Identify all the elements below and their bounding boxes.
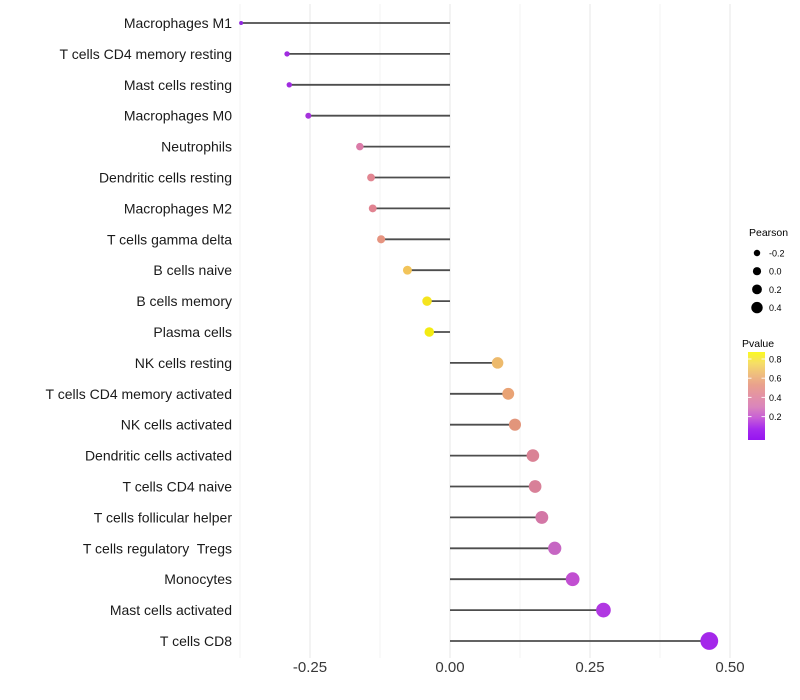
legend-size-label: 0.0	[769, 267, 782, 277]
y-axis-label: Mast cells activated	[110, 602, 232, 618]
y-axis-label: Macrophages M2	[124, 200, 232, 216]
legend-pvalue-items: 0.8 0.6 0.4 0.2	[748, 355, 782, 422]
lollipop-dot	[596, 602, 611, 618]
x-axis-tick-label: -0.25	[293, 659, 327, 676]
legend-pearson-items: -0.2 0.0 0.2 0.4	[751, 249, 785, 314]
lollipop-dot	[528, 480, 542, 493]
lollipop-dot	[356, 142, 364, 151]
legend-size-label: 0.2	[769, 285, 782, 295]
lollipop-dot	[491, 357, 504, 369]
lollipop-rows	[239, 21, 719, 650]
legend-size-label: -0.2	[769, 249, 785, 259]
lollipop-dot	[305, 112, 312, 119]
lollipop-dot	[239, 21, 244, 25]
legend-pvalue-label: 0.4	[769, 393, 782, 403]
legend-size-dot	[752, 284, 762, 295]
x-axis-tick-label: 0.50	[715, 659, 744, 676]
lollipop-dot	[508, 418, 521, 431]
y-axis-label: T cells CD8	[160, 633, 232, 649]
legend-pvalue-label: 0.6	[769, 374, 782, 384]
legend-pvalue-label: 0.2	[769, 412, 782, 422]
y-axis-label: T cells CD4 memory activated	[46, 386, 232, 402]
x-axis-labels: -0.25 0.00 0.25 0.50	[293, 659, 745, 676]
legend-pearson-size: Pearson -0.2 0.0 0.2 0.4	[749, 227, 788, 314]
y-axis-label: Monocytes	[164, 571, 232, 587]
lollipop-dot	[535, 510, 549, 524]
legend-size-dot	[753, 249, 761, 257]
lollipop-dot	[286, 82, 292, 88]
y-axis-label: Macrophages M0	[124, 108, 232, 124]
legend-pvalue-colorbar: Pvalue 0.8 0.6 0.4 0.2	[742, 338, 782, 440]
y-axis-label: T cells follicular helper	[94, 509, 233, 525]
y-axis-label: NK cells resting	[135, 355, 232, 371]
y-axis-label: Dendritic cells resting	[99, 170, 232, 186]
y-axis-label: Dendritic cells activated	[85, 448, 232, 464]
y-axis-label: Mast cells resting	[124, 77, 232, 93]
y-axis-label: T cells gamma delta	[107, 231, 232, 247]
y-axis-label: T cells CD4 naive	[123, 479, 233, 495]
lollipop-dot	[402, 265, 412, 275]
x-axis-tick-label: 0.00	[435, 659, 464, 676]
lollipop-dot	[284, 51, 290, 57]
legend-pearson-title: Pearson	[749, 227, 788, 239]
legend-size-label: 0.4	[769, 303, 782, 313]
legend-pvalue-title: Pvalue	[742, 338, 774, 350]
legend-size-dot	[751, 301, 763, 314]
legend-pvalue-label: 0.8	[769, 355, 782, 365]
y-axis-label: T cells regulatory Tregs	[83, 540, 232, 556]
lollipop-dot	[422, 296, 432, 306]
y-axis-label: Neutrophils	[161, 139, 232, 155]
y-axis-label: Plasma cells	[153, 324, 232, 340]
y-axis-label: B cells memory	[136, 293, 232, 309]
y-axis-label: Macrophages M1	[124, 15, 232, 31]
lollipop-dot	[502, 387, 515, 400]
lollipop-dot	[368, 204, 377, 213]
lollipop-dot	[700, 632, 719, 650]
x-axis-tick-label: 0.25	[575, 659, 604, 676]
y-axis-label: T cells CD4 memory resting	[60, 46, 232, 62]
y-axis-label: B cells naive	[153, 262, 232, 278]
lollipop-dot	[367, 173, 375, 182]
y-axis-label: NK cells activated	[121, 417, 232, 433]
pvalue-colorbar	[748, 352, 765, 440]
lollipop-dot	[424, 327, 435, 337]
gridlines	[239, 4, 731, 658]
lollipop-dot	[565, 572, 580, 587]
y-axis-labels: Macrophages M1 T cells CD4 memory resting…	[46, 15, 233, 649]
legend-size-dot	[752, 267, 762, 276]
lollipop-dot	[377, 235, 386, 244]
lollipop-dot	[526, 449, 540, 462]
lollipop-dot	[548, 541, 562, 555]
